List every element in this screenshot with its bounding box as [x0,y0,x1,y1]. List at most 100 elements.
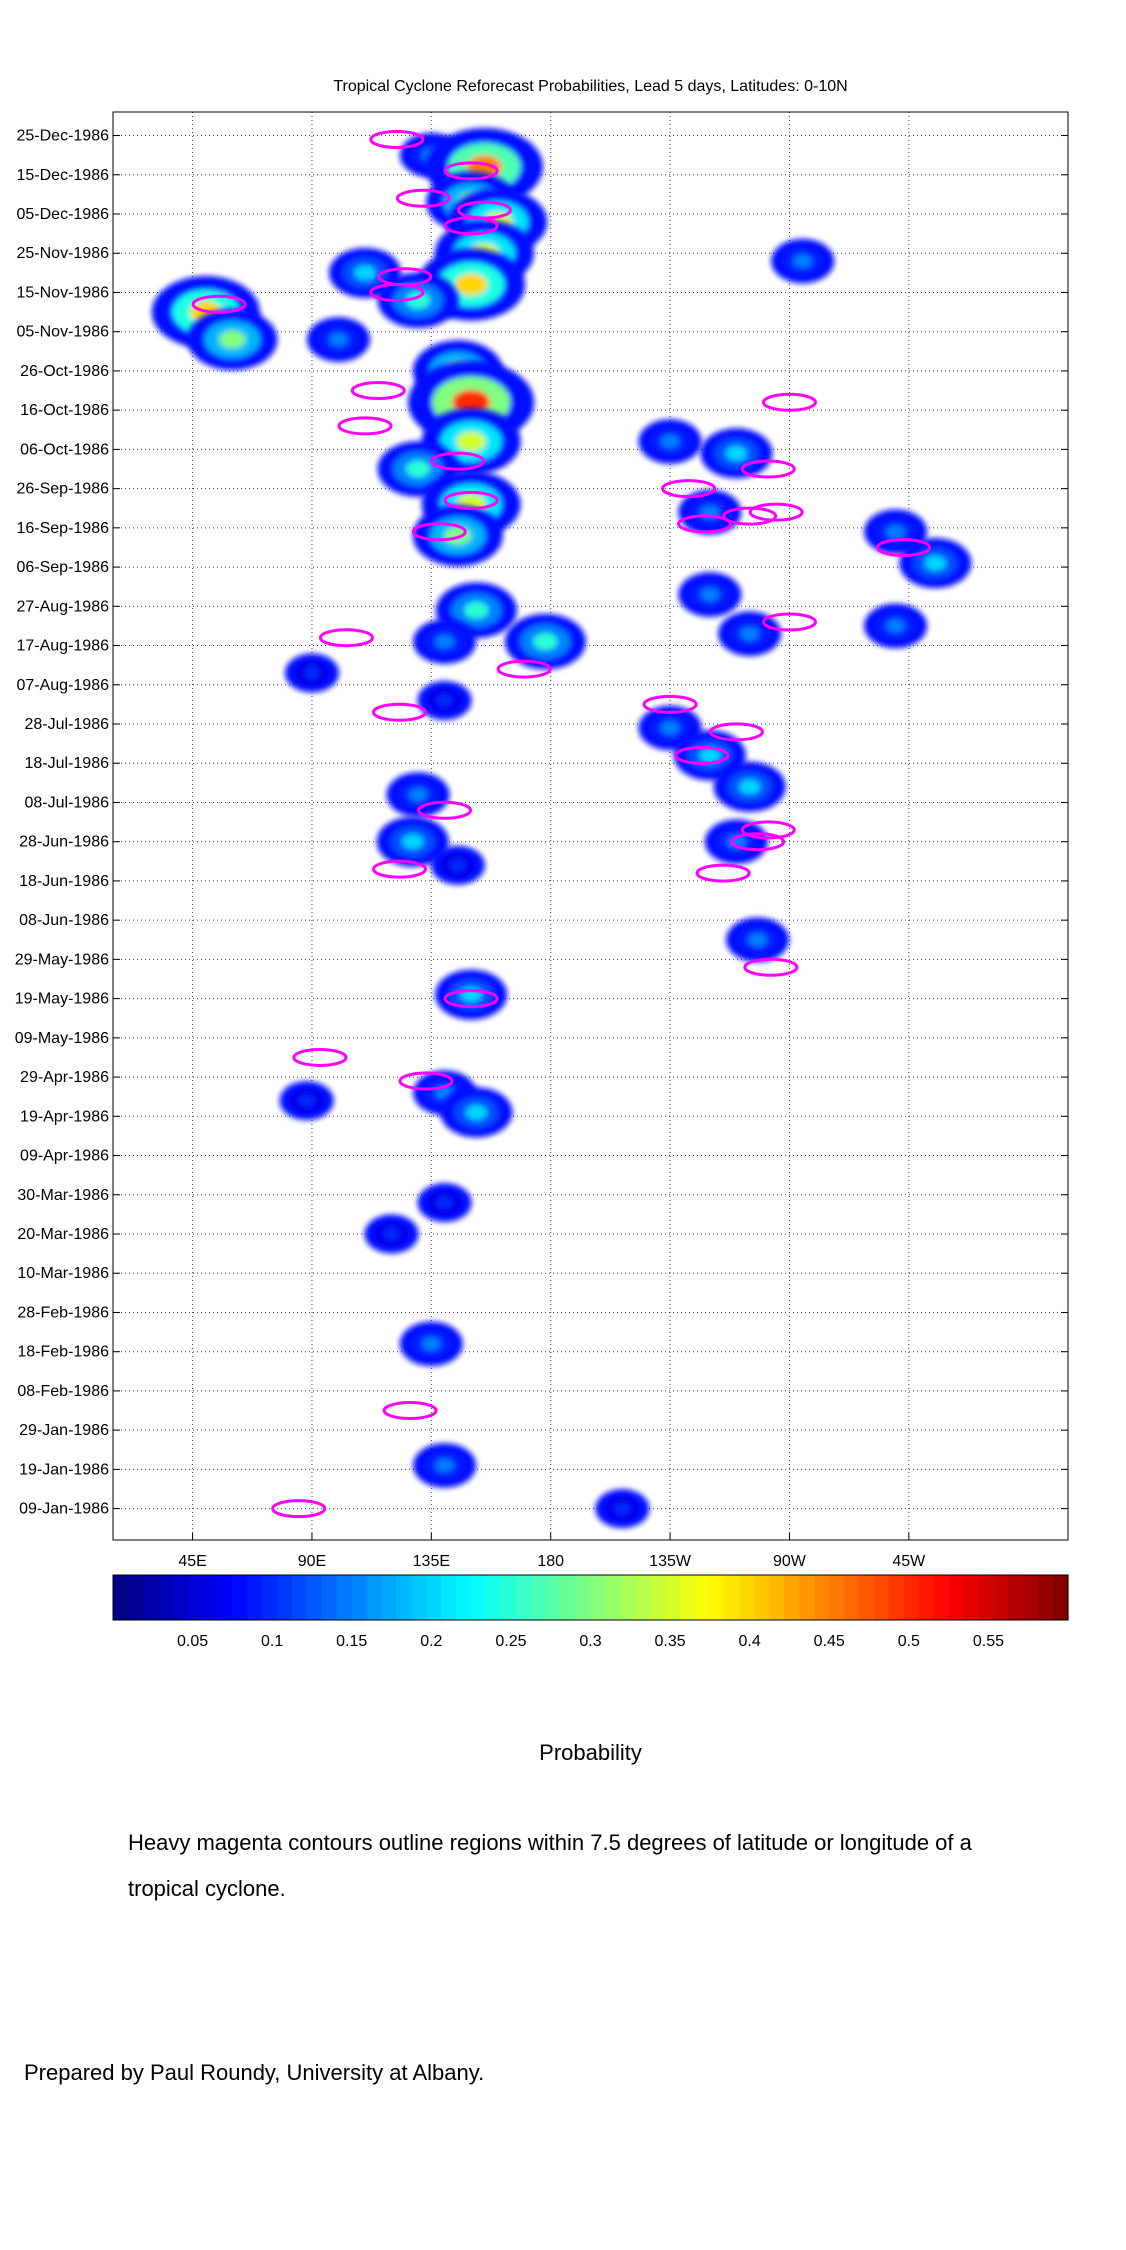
y-tick-label: 19-May-1986 [15,991,109,1008]
cyclone-contour [395,188,451,208]
colorbar-swatch [650,1575,666,1620]
y-tick-label: 19-Apr-1986 [20,1108,109,1125]
cyclone-contour [443,161,499,181]
colorbar-swatch [515,1575,532,1620]
x-tick-label: 135E [413,1553,450,1570]
colorbar-swatch [202,1575,219,1620]
plot-frame [112,111,1069,1541]
colorbar-swatch [769,1575,786,1620]
colorbar-swatch [918,1575,935,1620]
probability-region [417,680,472,720]
colorbar-swatch [321,1575,338,1620]
cyclone-contour [443,989,499,1009]
cyclone-contour [372,702,427,722]
cyclone-contour [382,1401,438,1421]
y-tick-label: 09-May-1986 [15,1030,109,1047]
colorbar-swatch [620,1575,636,1620]
colorbar-swatch [232,1575,248,1620]
colorbar-tick-label: 0.5 [898,1633,920,1650]
colorbar-swatch [1053,1575,1069,1620]
cyclone-contour [337,416,393,436]
colorbar-swatch [456,1575,472,1620]
colorbar-swatch [277,1575,293,1620]
colorbar-swatch [888,1575,905,1620]
cyclone-contour [318,628,374,648]
cyclone-contour [876,537,932,557]
cyclone-contour [292,1047,348,1067]
probability-region [417,1183,472,1223]
x-axis-ticks: 45E 90E 135E 180 135W 90W 45W [178,1533,926,1570]
colorbar-swatch [471,1575,487,1620]
colorbar-swatch [680,1575,696,1620]
colorbar-swatch [829,1575,845,1620]
credit-line: Prepared by Paul Roundy, University at A… [24,2060,485,2085]
probability-region [504,613,586,670]
chart-title: Tropical Cyclone Reforecast Probabilitie… [333,78,848,95]
y-tick-label: 08-Feb-1986 [17,1383,109,1400]
colorbar-swatch [426,1575,442,1620]
y-tick-label: 28-Jul-1986 [25,716,110,733]
probability-region [704,819,768,864]
probability-region [376,816,449,867]
probability-region [377,272,459,329]
cyclone-contour [496,659,552,679]
colorbar-swatch [381,1575,398,1620]
y-tick-label: 25-Dec-1986 [17,128,110,145]
colorbar-swatch [874,1575,890,1620]
colorbar-swatch [844,1575,860,1620]
colorbar-swatch [694,1575,711,1620]
y-tick-label: 17-Aug-1986 [16,638,109,655]
colorbar-swatch [142,1575,159,1620]
probability-region [678,489,742,535]
colorbar-swatch [441,1575,457,1620]
colorbar-swatch [859,1575,875,1620]
y-tick-label: 20-Mar-1986 [17,1226,109,1243]
y-tick-label: 09-Apr-1986 [20,1148,109,1165]
probability-region [412,505,503,567]
probability-region [386,772,450,817]
colorbar-swatch [575,1575,592,1620]
cyclone-contour [350,381,406,401]
x-tick-label: 45E [178,1553,206,1570]
y-tick-label: 16-Sep-1986 [16,520,109,537]
colorbar-swatch [530,1575,547,1620]
y-tick-label: 29-Jan-1986 [19,1422,109,1439]
colorbar-swatch [292,1575,308,1620]
colorbar-swatch [590,1575,607,1620]
colorbar-swatch [665,1575,681,1620]
colorbar: 0.05 0.1 0.15 0.2 0.25 0.3 0.35 0.4 0.45 0.5 0.55 [112,1574,1069,1650]
colorbar-swatch [411,1575,427,1620]
colorbar-swatch [336,1575,353,1620]
probability-region [718,611,782,657]
colorbar-tick-label: 0.1 [261,1633,283,1650]
probability-region [413,1443,477,1488]
cyclone-contour [411,522,467,542]
colorbar-swatch [262,1575,278,1620]
y-tick-label: 05-Dec-1986 [17,206,110,223]
colorbar-swatch [560,1575,577,1620]
probability-region [678,572,742,617]
y-axis-ticks: 25-Dec-1986 15-Dec-1986 05-Dec-1986 25-Nov-… [15,128,1068,1518]
colorbar-swatch [814,1575,830,1620]
probability-region [899,538,972,589]
cyclone-contour [722,506,778,526]
colorbar-tick-label: 0.2 [420,1633,442,1650]
colorbar-swatch [799,1575,815,1620]
x-tick-label: 90W [773,1553,807,1570]
colorbar-swatch [605,1575,621,1620]
y-tick-label: 18-Feb-1986 [17,1344,109,1361]
cyclone-contour [761,392,817,412]
probability-region [279,1081,334,1121]
y-tick-label: 26-Sep-1986 [16,481,109,498]
probability-region [284,653,339,693]
cyclone-contour [661,479,717,499]
probability-region [700,428,773,479]
probability-region [435,969,508,1020]
y-tick-label: 15-Dec-1986 [17,167,110,184]
probability-region [713,761,786,812]
cyclone-contour [443,490,499,510]
cyclone-contour [369,282,425,302]
colorbar-frame [112,1574,1069,1621]
cyclone-contour [740,459,796,479]
cyclone-contour [677,514,733,534]
